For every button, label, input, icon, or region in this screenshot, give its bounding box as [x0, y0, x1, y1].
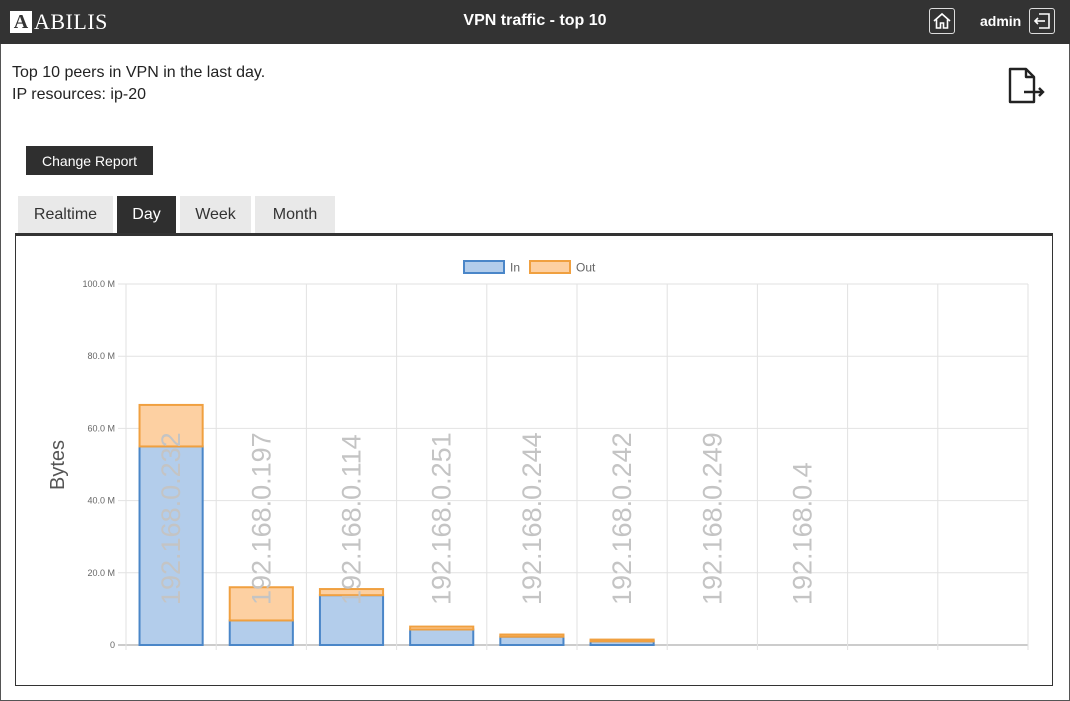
- tab-realtime[interactable]: Realtime: [18, 196, 113, 233]
- category-label: 192.168.0.242: [607, 432, 637, 605]
- legend-label-out: Out: [576, 261, 596, 275]
- change-report-button[interactable]: Change Report: [26, 146, 153, 175]
- tab-month[interactable]: Month: [255, 196, 335, 233]
- bar-out[interactable]: [409, 625, 475, 631]
- bar-out[interactable]: [589, 638, 655, 643]
- bar-out[interactable]: [499, 633, 565, 638]
- legend-swatch-in[interactable]: [463, 260, 505, 274]
- category-label: 192.168.0.4: [788, 462, 818, 605]
- legend-label-in: In: [510, 261, 520, 275]
- y-tick-label: 20.0 M: [87, 568, 115, 578]
- page-title: VPN traffic - top 10: [463, 12, 607, 29]
- logout-icon: [1033, 13, 1050, 29]
- bar-out[interactable]: [318, 588, 385, 597]
- bar-in[interactable]: [499, 635, 565, 647]
- chart-bars: [138, 403, 655, 647]
- y-tick-label: 80.0 M: [87, 351, 115, 361]
- description-line-1: Top 10 peers in VPN in the last day.: [12, 64, 266, 81]
- bar-out[interactable]: [138, 403, 204, 448]
- period-tabs: Realtime Day Week Month: [18, 196, 339, 233]
- y-tick-label: 60.0 M: [87, 423, 115, 433]
- bar-in[interactable]: [409, 628, 475, 646]
- tab-day[interactable]: Day: [117, 196, 176, 233]
- y-tick-label: 100.0 M: [82, 279, 115, 289]
- y-tick-label: 0: [110, 640, 115, 650]
- user-name: admin: [980, 13, 1022, 29]
- export-icon: [1008, 67, 1045, 104]
- logout-button[interactable]: [1029, 8, 1055, 34]
- bar-in[interactable]: [228, 619, 294, 647]
- category-label: 192.168.0.114: [337, 434, 367, 605]
- report-description: Top 10 peers in VPN in the last day. IP …: [12, 62, 265, 106]
- category-label: 192.168.0.249: [697, 432, 727, 605]
- legend-swatch-out[interactable]: [529, 260, 571, 274]
- chart-category-labels: 192.168.0.232 192.168.0.197 192.168.0.114 1…: [156, 432, 817, 605]
- description-line-2: IP resources: ip-20: [12, 86, 146, 103]
- category-label: 192.168.0.244: [517, 432, 547, 605]
- category-label: 192.168.0.197: [246, 432, 276, 605]
- home-icon: [933, 12, 951, 29]
- abilis-logo[interactable]: A ABILIS: [10, 9, 108, 35]
- category-label: 192.168.0.251: [427, 432, 457, 605]
- chart-panel: [15, 233, 1053, 686]
- y-axis-label: Bytes: [47, 440, 69, 490]
- tab-week[interactable]: Week: [180, 196, 251, 233]
- chart-y-axis: 0 20.0 M 40.0 M 60.0 M 80.0 M 100.0 M: [82, 279, 115, 650]
- top-bar: A ABILIS VPN traffic - top 10 admin: [0, 0, 1070, 44]
- logo-text: ABILIS: [34, 9, 108, 34]
- bar-out[interactable]: [228, 586, 294, 622]
- home-button[interactable]: [929, 8, 955, 34]
- category-label: 192.168.0.232: [156, 432, 186, 605]
- export-button[interactable]: [1006, 66, 1046, 111]
- chart-legend: In Out: [463, 260, 596, 275]
- y-tick-label: 40.0 M: [87, 496, 115, 506]
- logo-mark: A: [10, 11, 32, 33]
